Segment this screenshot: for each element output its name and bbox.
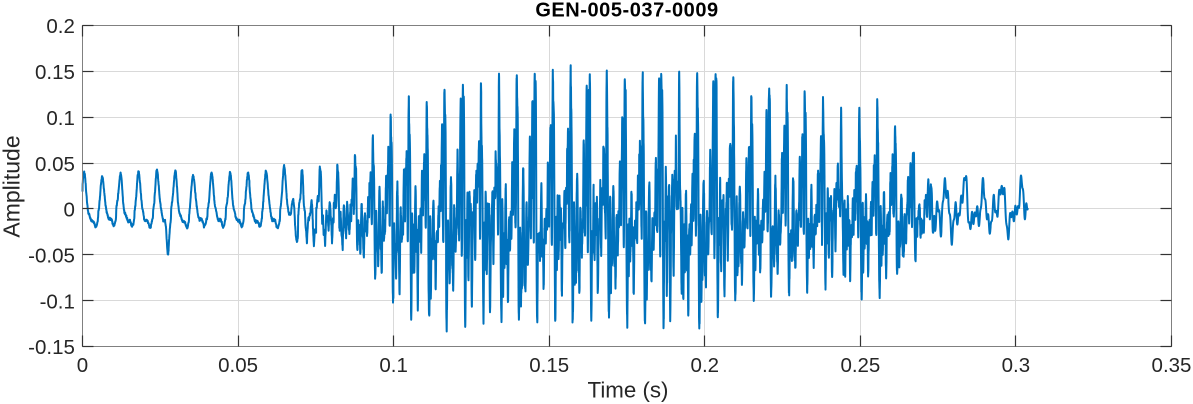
- svg-text:0: 0: [77, 354, 88, 377]
- svg-text:0.05: 0.05: [35, 153, 75, 176]
- svg-text:-0.15: -0.15: [28, 336, 75, 359]
- svg-text:0.25: 0.25: [840, 354, 880, 377]
- svg-text:0.05: 0.05: [218, 354, 258, 377]
- svg-text:0.15: 0.15: [35, 61, 75, 84]
- svg-text:Time (s): Time (s): [588, 378, 669, 403]
- svg-text:0.1: 0.1: [46, 107, 75, 130]
- svg-text:0.2: 0.2: [691, 354, 720, 377]
- svg-text:0.1: 0.1: [379, 354, 408, 377]
- svg-text:-0.05: -0.05: [28, 245, 75, 268]
- svg-text:0: 0: [63, 199, 74, 222]
- svg-text:0.2: 0.2: [46, 15, 75, 38]
- svg-text:Amplitude: Amplitude: [0, 135, 25, 237]
- svg-text:GEN-005-037-0009: GEN-005-037-0009: [535, 0, 718, 21]
- svg-text:0.3: 0.3: [1002, 354, 1031, 377]
- svg-text:0.15: 0.15: [529, 354, 569, 377]
- svg-text:0.35: 0.35: [1152, 354, 1192, 377]
- svg-text:-0.1: -0.1: [40, 290, 75, 313]
